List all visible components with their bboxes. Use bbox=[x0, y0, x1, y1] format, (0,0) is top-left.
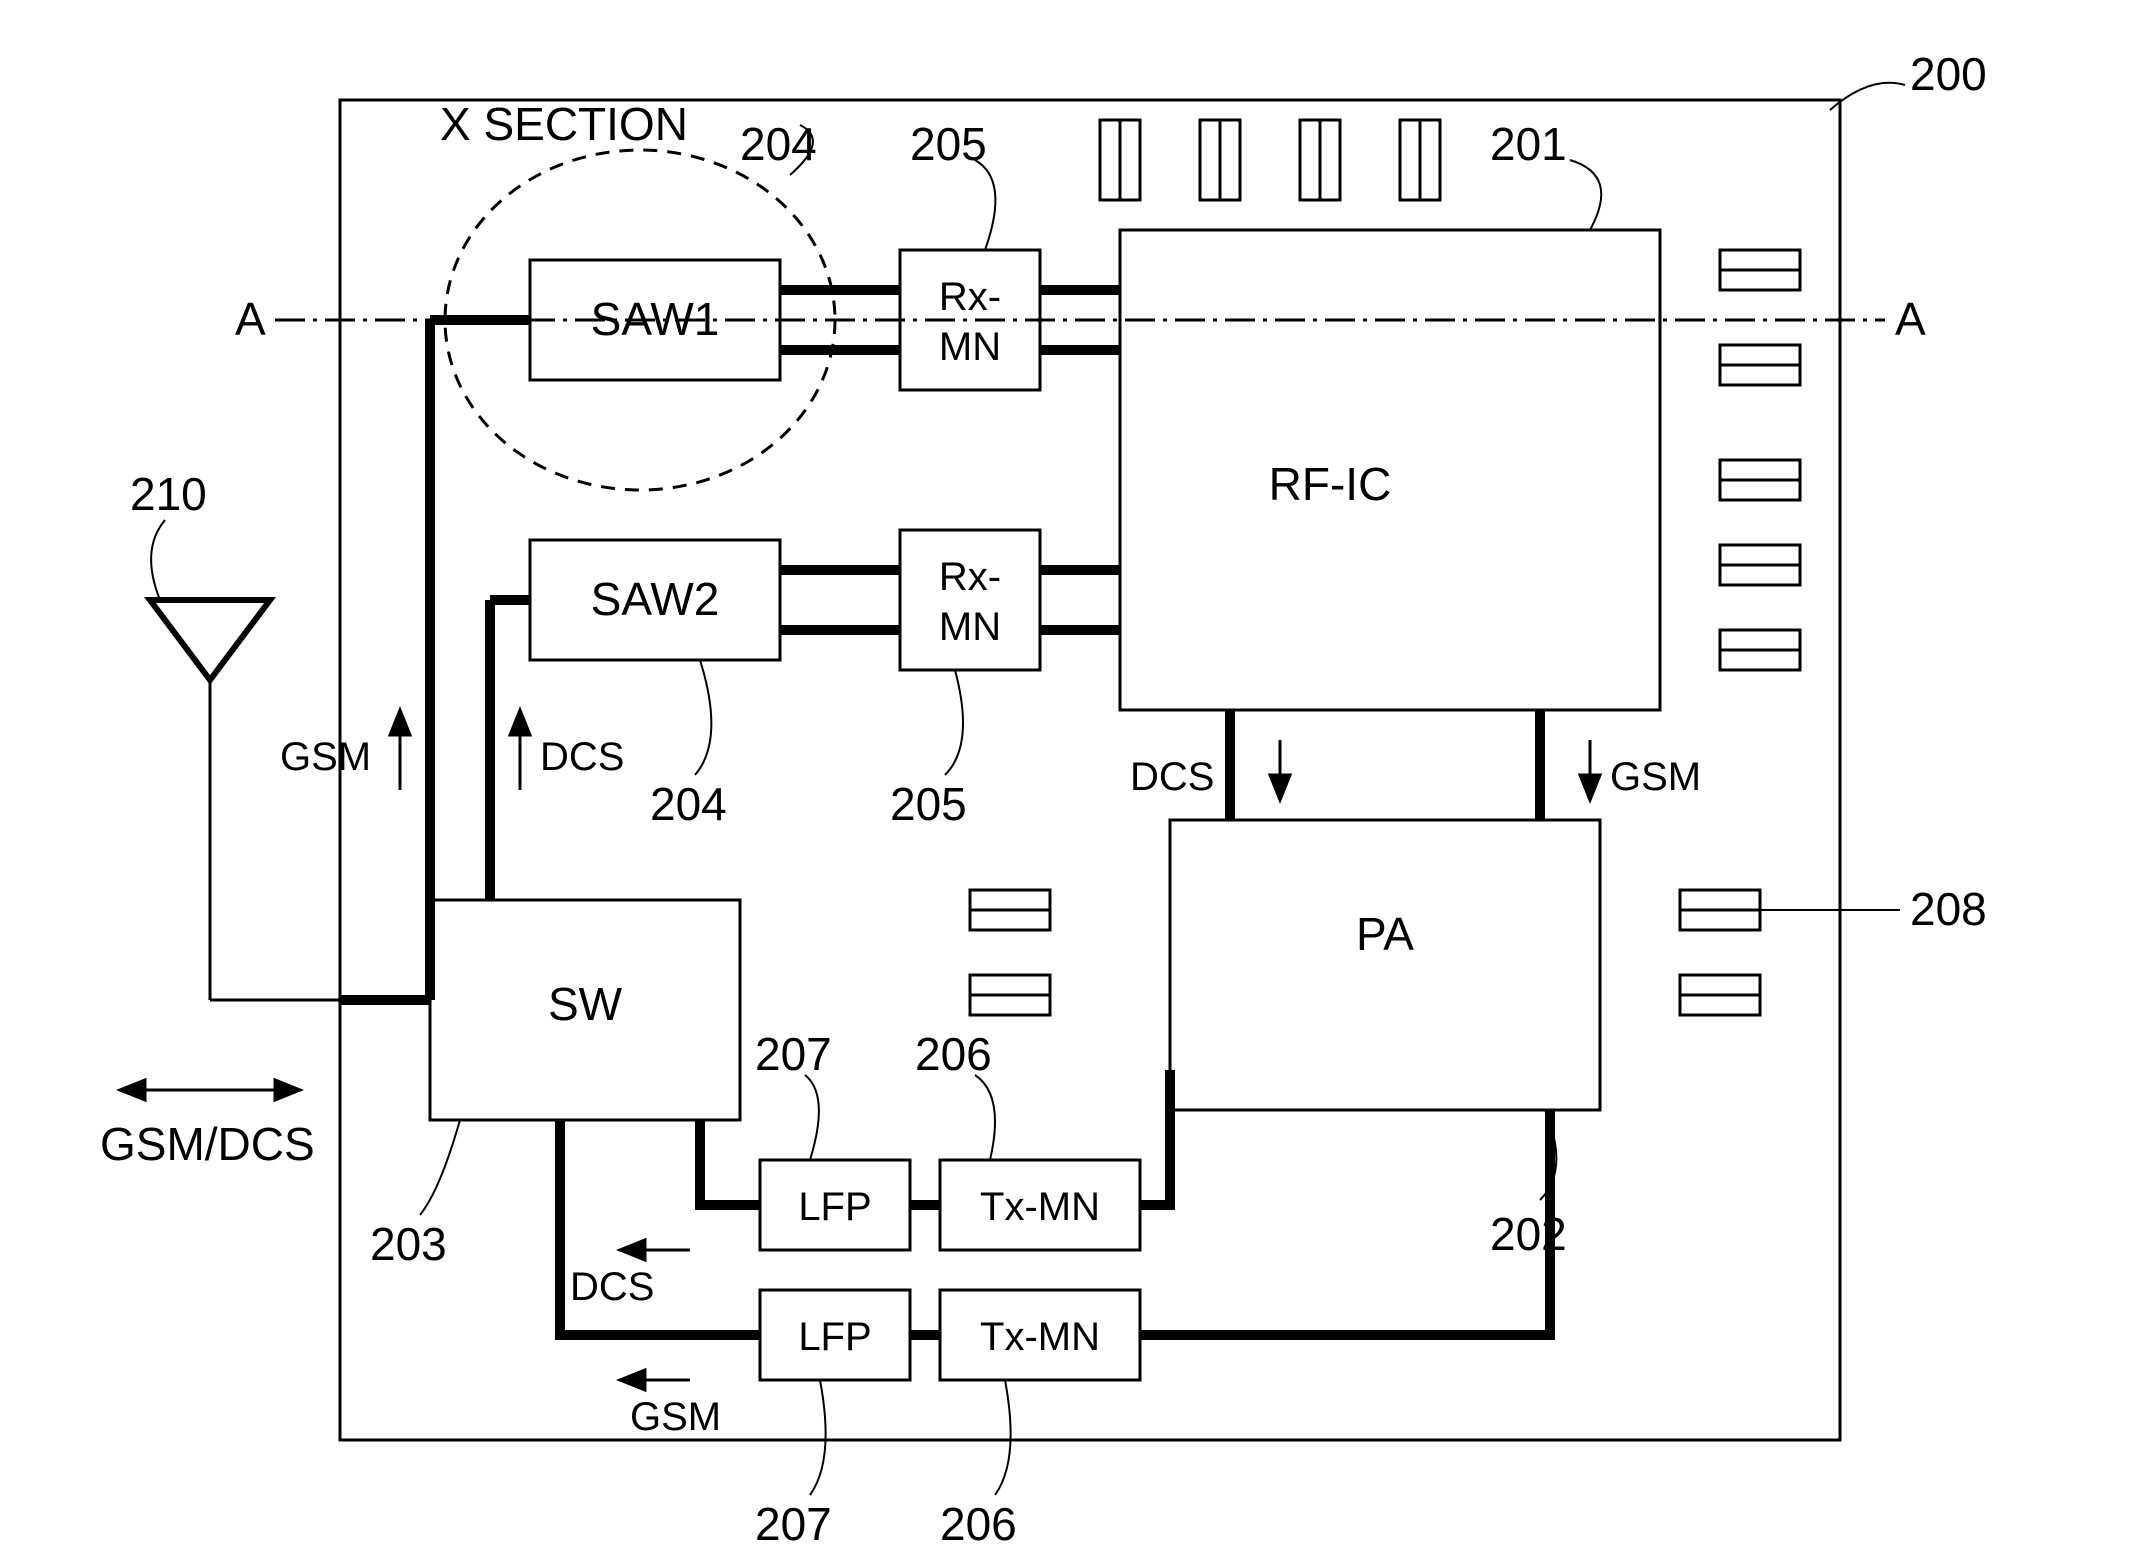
txmn1-text: Tx-MN bbox=[980, 1185, 1100, 1229]
lead-204b bbox=[695, 660, 711, 775]
components-208 bbox=[1680, 890, 1760, 1015]
rfic-text: RF-IC bbox=[1269, 458, 1392, 510]
sig-gsm-down: GSM bbox=[1610, 755, 1701, 799]
A-left: A bbox=[235, 293, 266, 345]
sig-dcs-left: DCS bbox=[570, 1265, 654, 1309]
sw-text: SW bbox=[548, 978, 623, 1030]
label-205a: 205 bbox=[910, 118, 987, 170]
label-208: 208 bbox=[1910, 883, 1987, 935]
A-right: A bbox=[1895, 293, 1926, 345]
block-pa bbox=[1170, 820, 1600, 1110]
txmn2-text: Tx-MN bbox=[980, 1315, 1100, 1359]
rf-block-diagram: 200 208 RF-IC 201 SAW1 X SECTION 204 bbox=[0, 0, 2136, 1559]
label-203: 203 bbox=[370, 1218, 447, 1270]
label-206b: 206 bbox=[940, 1498, 1017, 1550]
rxmn2-t1: Rx- bbox=[939, 555, 1001, 599]
components-mid bbox=[970, 890, 1050, 1015]
block-rxmn2 bbox=[900, 530, 1040, 670]
lead-205b bbox=[945, 670, 963, 775]
rxmn1-t1: Rx- bbox=[939, 275, 1001, 319]
sig-gsm-left: GSM bbox=[630, 1395, 721, 1439]
lead-201 bbox=[1570, 160, 1601, 230]
lead-207b bbox=[810, 1380, 826, 1495]
block-rxmn1 bbox=[900, 250, 1040, 390]
lead-207a bbox=[805, 1075, 819, 1160]
label-205b: 205 bbox=[890, 778, 967, 830]
components-right bbox=[1720, 250, 1800, 670]
rxmn2-t2: MN bbox=[939, 605, 1001, 649]
lfp1-text: LFP bbox=[798, 1185, 871, 1229]
lead-210 bbox=[151, 520, 165, 600]
label-201: 201 bbox=[1490, 118, 1567, 170]
label-207a: 207 bbox=[755, 1028, 832, 1080]
lfp2-text: LFP bbox=[798, 1315, 871, 1359]
x-section-label: X SECTION bbox=[440, 98, 688, 150]
label-210: 210 bbox=[130, 468, 207, 520]
sig-gsm-up: GSM bbox=[280, 735, 371, 779]
label-206a: 206 bbox=[915, 1028, 992, 1080]
label-200: 200 bbox=[1910, 48, 1987, 100]
rxmn1-t2: MN bbox=[939, 325, 1001, 369]
lead-203 bbox=[420, 1120, 460, 1215]
saw2-text: SAW2 bbox=[591, 573, 720, 625]
sig-dcs-up: DCS bbox=[540, 735, 624, 779]
components-top bbox=[1100, 120, 1440, 200]
sig-dcs-down: DCS bbox=[1130, 755, 1214, 799]
label-207b: 207 bbox=[755, 1498, 832, 1550]
label-202: 202 bbox=[1490, 1208, 1567, 1260]
label-204a: 204 bbox=[740, 118, 817, 170]
label-204b: 204 bbox=[650, 778, 727, 830]
lead-206a bbox=[975, 1075, 995, 1160]
lead-205a bbox=[975, 160, 995, 250]
lead-206b bbox=[995, 1380, 1011, 1495]
gsmdcs-label: GSM/DCS bbox=[100, 1118, 315, 1170]
antenna-icon bbox=[150, 600, 340, 1000]
pa-text: PA bbox=[1356, 908, 1414, 960]
